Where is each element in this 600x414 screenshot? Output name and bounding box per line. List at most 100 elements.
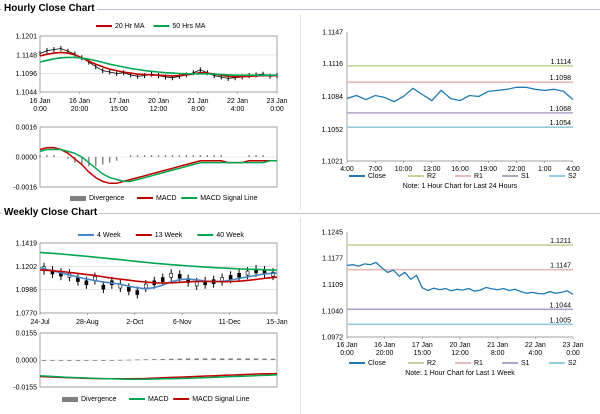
weekly-close-x-tick: 17 Jan 15:00 [412, 342, 433, 357]
weekly-ma4-line [39, 266, 278, 290]
hourly-price-y-tick: 1.1148 [16, 52, 37, 59]
weekly-close-x-tick: 16 Jan 20:00 [374, 342, 395, 357]
hourly-close-legend-label: S2 [568, 173, 577, 180]
hourly-ma20-line [39, 51, 277, 78]
hourly-close-legend-label: R2 [427, 173, 436, 180]
hourly-close-y-tick: 1.1116 [323, 61, 343, 68]
weekly-close-x-tick: 16 Jan 0:00 [336, 342, 357, 357]
weekly-divergence-bar [202, 358, 208, 360]
hourly-price-x-tick: 17 Jan 15:00 [108, 98, 129, 113]
weekly-ma40-line [39, 251, 278, 271]
middle-divider [0, 213, 600, 214]
weekly-price-y-tick: 1.0986 [16, 287, 38, 294]
weekly-signal-line [39, 374, 278, 380]
weekly-close-level-r2-label: 1.1211 [550, 238, 571, 245]
weekly-divergence-bar [58, 360, 64, 361]
weekly-divergence-bar [135, 359, 140, 361]
weekly-macd-legend-swatch [62, 397, 78, 402]
weekly-divergence-bar [109, 360, 115, 361]
weekly-close-y-tick: 1.1109 [322, 282, 343, 289]
hourly-price-x-tick: 20 Jan 12:00 [148, 98, 169, 113]
weekly-close-legend-label: S1 [521, 360, 530, 367]
weekly-close-x-tick: 20 Jan 12:00 [449, 342, 470, 357]
weekly-price-body [245, 270, 250, 276]
hourly-macd-legend-label: MACD [156, 195, 177, 202]
weekly-price-x-tick: 24-Jul [30, 319, 50, 326]
weekly-macd-legend-label: MACD [148, 396, 169, 403]
weekly-price-body [84, 280, 89, 286]
weekly-close-x-tick: 21 Jan 8:00 [487, 342, 508, 357]
weekly-price-body [177, 274, 182, 279]
weekly-divergence-bar [160, 358, 165, 360]
weekly-price-legend-label: 13 Week [155, 232, 183, 239]
hourly-close-x-tick: 4:00 [566, 166, 580, 173]
hourly-close-level-r1-label: 1.1098 [550, 75, 572, 82]
weekly-divergence-bar [228, 358, 233, 360]
weekly-close-level-r1-label: 1.1147 [550, 263, 571, 270]
weekly-macd-legend-label: Divergence [81, 396, 117, 403]
weekly-divergence-bar [236, 358, 242, 360]
hourly-price-x-tick: 22 Jan 4:00 [227, 98, 248, 113]
weekly-divergence-bar [245, 358, 250, 360]
hourly-close-legend-label: S1 [521, 173, 530, 180]
hourly-close-x-tick: 4:00 [340, 166, 354, 173]
weekly-macd-y-tick: -0.0155 [13, 385, 37, 392]
weekly-ma13-line [39, 269, 278, 284]
weekly-divergence-bar [126, 359, 132, 361]
hourly-macd-y-tick: 0.0000 [16, 155, 38, 162]
hourly-macd-legend-swatch [70, 196, 86, 201]
weekly-close-y-tick: 1.1040 [322, 308, 344, 315]
weekly-divergence-bar [143, 359, 148, 361]
weekly-price-x-tick: 15-Jan [266, 319, 288, 326]
weekly-close-close-line [346, 261, 574, 295]
hourly-price-y-tick: 1.1201 [16, 34, 38, 41]
hourly-macd-y-tick: -0.0016 [13, 185, 37, 192]
hourly-close-x-tick: 13:00 [423, 166, 441, 173]
weekly-macd-y-tick: 0.0000 [16, 358, 38, 365]
weekly-close-legend-label: Close [368, 360, 386, 367]
weekly-close-note: Note: 1 Hour Chart for Last 1 Week [405, 370, 515, 377]
weekly-divergence-bar [270, 358, 276, 360]
weekly-close-legend-label: R1 [474, 360, 483, 367]
hourly-macd-y-tick: 0.0016 [16, 125, 38, 132]
hourly-section-title: Hourly Close Chart [2, 2, 97, 15]
weekly-close-level-s1-label: 1.1044 [550, 302, 572, 309]
weekly-divergence-bar [50, 360, 55, 361]
hourly-price-x-tick: 23 Jan 0:00 [266, 98, 287, 113]
hourly-close-x-tick: 19:00 [479, 166, 497, 173]
hourly-close-x-tick: 10:00 [395, 166, 413, 173]
hourly-close-level-s2-label: 1.1054 [550, 120, 572, 127]
weekly-macd-y-tick: 0.0155 [16, 331, 38, 338]
weekly-divergence-bar [101, 360, 106, 361]
weekly-price-body [160, 277, 165, 282]
weekly-price-x-tick: 6-Nov [173, 319, 192, 326]
hourly-close-y-tick: 1.1021 [322, 159, 344, 166]
hourly-column-separator [300, 14, 301, 210]
weekly-divergence-bar [177, 358, 182, 360]
hourly-price-x-tick: 21 Jan 8:00 [187, 98, 208, 113]
weekly-close-y-tick: 1.1177 [322, 256, 343, 263]
hourly-price-x-tick: 16 Jan 0:00 [29, 98, 50, 113]
weekly-price-body [135, 290, 140, 295]
weekly-price-y-tick: 1.1202 [16, 264, 38, 271]
weekly-close-x-tick: 23 Jan 0:00 [562, 342, 583, 357]
weekly-divergence-bar [185, 358, 191, 360]
hourly-price-legend-label: 20 Hr MA [115, 23, 145, 30]
weekly-price-x-tick: 11-Dec [219, 319, 242, 326]
weekly-divergence-bar [262, 358, 267, 360]
weekly-price-body [237, 272, 241, 278]
weekly-divergence-bar [84, 360, 89, 361]
weekly-divergence-bar [152, 359, 157, 360]
weekly-divergence-bar [253, 358, 259, 360]
weekly-close-x-tick: 22 Jan 4:00 [525, 342, 546, 357]
hourly-close-x-tick: 1:00 [538, 166, 552, 173]
hourly-close-note: Note: 1 Hour Chart for Last 24 Hours [403, 183, 518, 190]
weekly-divergence-bar [41, 360, 47, 361]
weekly-close-y-tick: 1.1245 [322, 230, 344, 237]
weekly-price-legend-label: 40 Week [216, 232, 244, 239]
hourly-close-level-s1-label: 1.1068 [550, 106, 572, 113]
